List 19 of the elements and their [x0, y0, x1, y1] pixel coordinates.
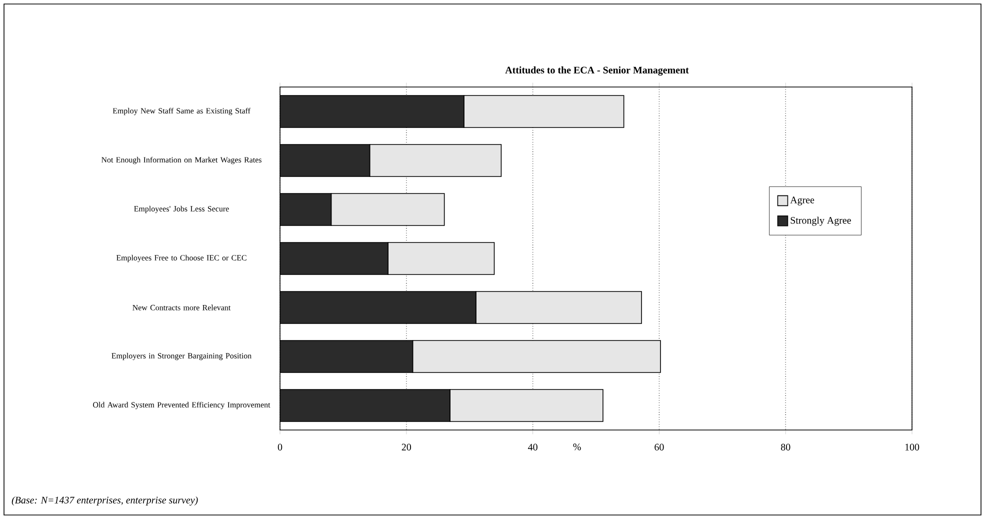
bar: [280, 95, 464, 128]
x-tick-label: 0: [278, 444, 282, 450]
chart-title: Attitudes to the ECA - Senior Management: [505, 66, 689, 76]
x-axis-title: %: [573, 444, 581, 450]
bar: [280, 340, 414, 373]
x-tick-label: 40: [528, 444, 538, 450]
text: (Base: N=1437 enterprises, enterprise survey): [12, 496, 198, 506]
bar: [280, 193, 332, 226]
bar: [280, 291, 476, 324]
x-tick-label: 20: [402, 444, 412, 450]
bar: [280, 144, 370, 177]
bar: [280, 242, 388, 275]
legend-label: Agree: [790, 196, 814, 206]
x-tick-label: 60: [654, 444, 664, 450]
x-tick-label: 80: [781, 444, 790, 450]
x-tick-label: 100: [905, 444, 920, 450]
bar: [280, 389, 450, 422]
legend-label: Strongly Agree: [790, 216, 851, 226]
bar: [330, 193, 445, 226]
